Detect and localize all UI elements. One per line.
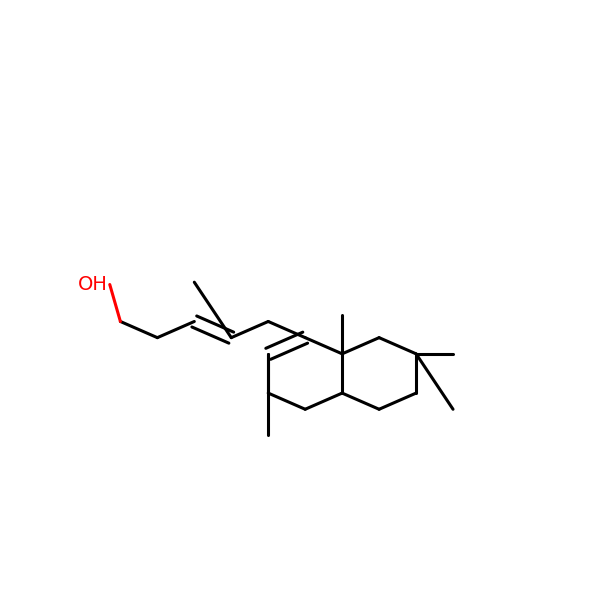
Text: OH: OH [77,275,107,294]
